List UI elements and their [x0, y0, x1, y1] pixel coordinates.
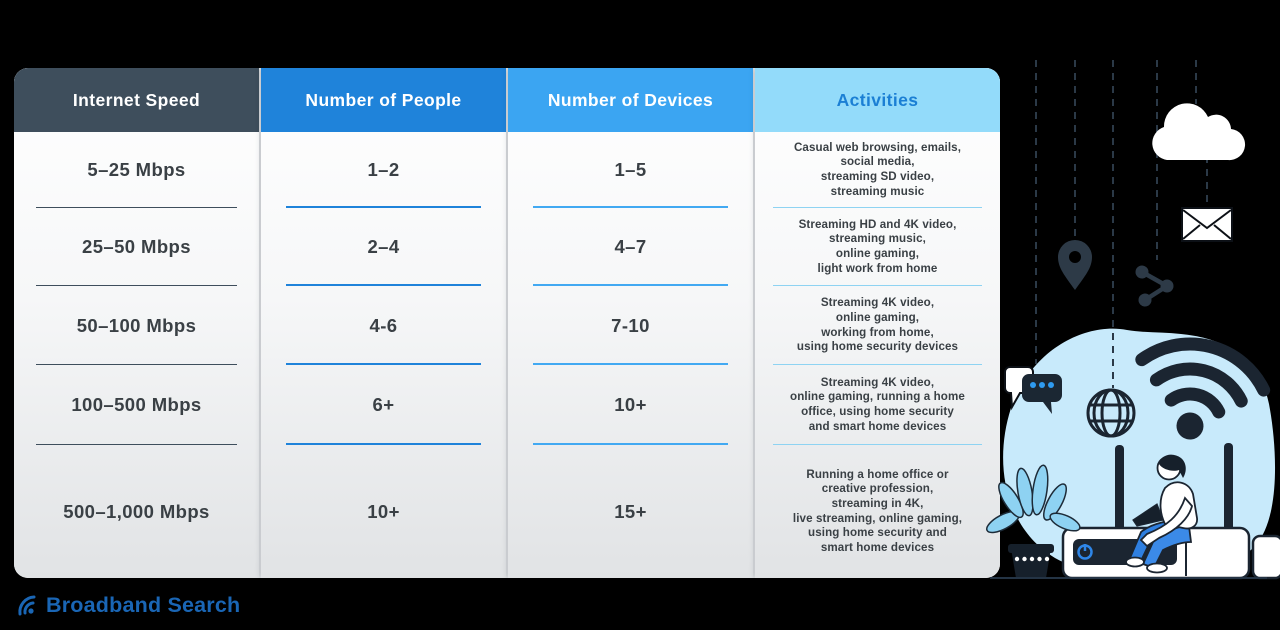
cell-speed-row4: 100–500 Mbps	[14, 365, 259, 445]
row-separator	[286, 206, 481, 208]
column-number-of-people: Number of People 1–2 2–4 4-6 6+ 10+	[261, 68, 506, 578]
envelope-icon	[1181, 207, 1233, 242]
cloud-icon	[1152, 103, 1246, 161]
column-number-of-devices: Number of Devices 1–5 4–7 7-10 10+ 15+	[508, 68, 753, 578]
cell-people-row2: 2–4	[261, 208, 506, 286]
location-pin-icon	[1058, 240, 1092, 290]
cell-activities-row3: Streaming 4K video, online gaming, worki…	[755, 286, 1000, 365]
cell-activities-row4: Streaming 4K video, online gaming, runni…	[755, 365, 1000, 445]
cell-people-row3: 4-6	[261, 286, 506, 365]
cell-devices-row3: 7-10	[508, 286, 753, 365]
wifi-icon	[1135, 337, 1271, 440]
cell-people-row4: 6+	[261, 365, 506, 445]
cell-devices-row4: 10+	[508, 365, 753, 445]
cell-activities-row1: Casual web browsing, emails, social medi…	[755, 132, 1000, 208]
row-separator	[773, 363, 982, 365]
row-separator	[36, 284, 237, 286]
header-number-of-people: Number of People	[261, 68, 506, 132]
row-separator	[773, 206, 982, 208]
cell-speed-row3: 50–100 Mbps	[14, 286, 259, 365]
dashed-hang-lines	[1035, 60, 1208, 388]
power-icon	[1077, 544, 1093, 560]
cell-devices-row1: 1–5	[508, 132, 753, 208]
illustration	[986, 60, 1280, 580]
cell-people-row1: 1–2	[261, 132, 506, 208]
share-nodes-icon	[1135, 265, 1174, 307]
brand-name: Broadband Search	[46, 593, 241, 617]
plant-illustration	[986, 464, 1081, 578]
cell-activities-row2: Streaming HD and 4K video, streaming mus…	[755, 208, 1000, 286]
cell-people-row5: 10+	[367, 500, 400, 522]
header-number-of-devices: Number of Devices	[508, 68, 753, 132]
row-separator	[36, 363, 237, 365]
brand-logo: Broadband Search	[15, 592, 240, 619]
row-separator	[533, 206, 728, 208]
row-separator	[533, 363, 728, 365]
column-internet-speed: Internet Speed 5–25 Mbps 25–50 Mbps 50–1…	[14, 68, 259, 578]
globe-icon	[1086, 388, 1136, 438]
header-activities: Activities	[755, 68, 1000, 132]
cell-devices-row2: 4–7	[508, 208, 753, 286]
internet-speed-table: Internet Speed 5–25 Mbps 25–50 Mbps 50–1…	[14, 68, 1000, 578]
row-separator	[533, 443, 728, 445]
cell-devices-row5: 15+	[614, 500, 647, 522]
chat-bubbles-icon	[1004, 366, 1062, 414]
person-on-router	[1125, 454, 1198, 574]
header-internet-speed: Internet Speed	[14, 68, 259, 132]
row-separator	[773, 443, 982, 445]
column-activities: Activities Casual web browsing, emails, …	[755, 68, 1000, 578]
cell-speed-row2: 25–50 Mbps	[14, 208, 259, 286]
row-separator	[36, 206, 237, 208]
cell-speed-row1: 5–25 Mbps	[14, 132, 259, 208]
row-separator	[286, 443, 481, 445]
cell-activities-row5: Running a home office or creative profes…	[792, 467, 963, 554]
row-separator	[286, 284, 481, 286]
cell-speed-row5: 500–1,000 Mbps	[63, 500, 210, 522]
row-separator	[773, 284, 982, 286]
row-separator	[286, 363, 481, 365]
row-separator	[36, 443, 237, 445]
row-separator	[533, 284, 728, 286]
broadband-search-icon	[18, 595, 36, 616]
blob-background	[1003, 328, 1276, 579]
